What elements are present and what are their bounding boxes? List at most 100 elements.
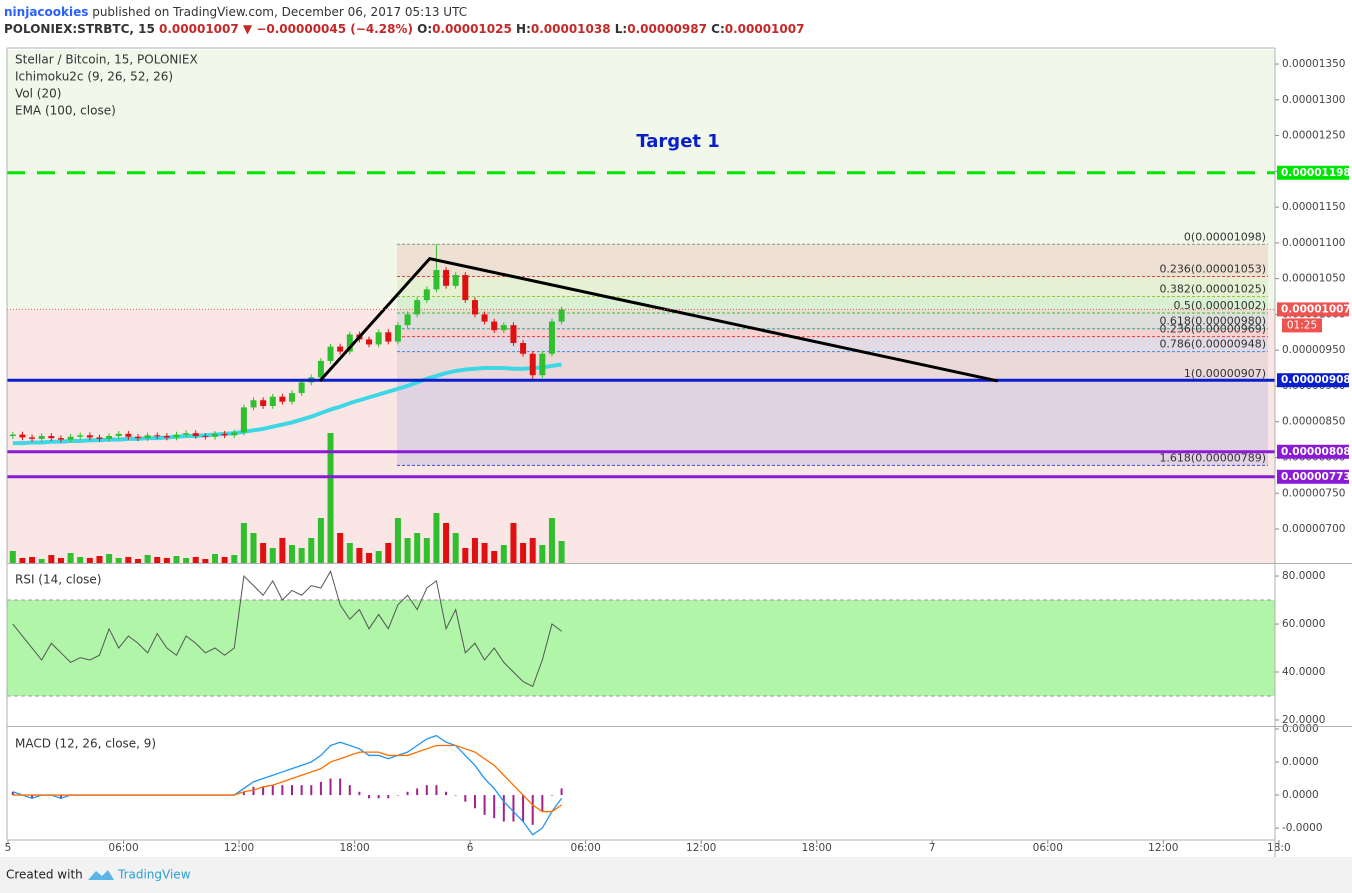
volume-bar <box>414 533 421 563</box>
volume-bar <box>548 518 555 563</box>
volume-bar <box>250 533 257 563</box>
fib-zone <box>397 312 1268 329</box>
candle-body <box>481 314 488 322</box>
published: published on TradingView.com, December 0… <box>88 5 467 19</box>
candle-body <box>29 437 36 439</box>
x-tick-label: 18:00 <box>802 842 832 854</box>
y-tick-label: 0.0000 <box>1282 789 1319 801</box>
y-tick-label: 0.00001300 <box>1282 94 1345 106</box>
signal-line <box>12 744 562 813</box>
fib-label: 0.786(0.00000948) <box>1159 338 1266 351</box>
volume-bar <box>183 558 190 563</box>
volume-bar <box>67 553 74 563</box>
y-tick-label: 0.00001100 <box>1282 237 1345 249</box>
volume-bar <box>539 545 546 563</box>
macd-hist <box>387 795 390 799</box>
last-price-tag <box>1277 302 1349 317</box>
last: 0.00001007 <box>159 22 239 36</box>
macd-hist <box>377 795 380 799</box>
volume-bar <box>29 557 36 563</box>
volume-bar <box>48 555 55 563</box>
candle-body <box>375 332 382 345</box>
quote: POLONIEX:STRBTC, 15 0.00001007 ▼ −0.0000… <box>4 22 804 36</box>
volume-bar <box>308 538 315 563</box>
candle-body <box>96 437 103 439</box>
fib-zone <box>397 328 1268 337</box>
level-tag-label: 0.00001198 <box>1281 167 1351 179</box>
fib-zone <box>397 351 1268 381</box>
candle-body <box>366 339 373 345</box>
macd-hist <box>425 785 428 796</box>
volume-bar <box>173 556 180 563</box>
change: −0.00000045 (−4.28%) <box>256 22 413 36</box>
macd-hist <box>406 791 409 796</box>
candle-body <box>86 435 93 438</box>
candle-body <box>163 436 170 438</box>
footer-brand[interactable]: TradingView <box>117 868 191 882</box>
rsi-band <box>7 600 1275 697</box>
macd-hist <box>531 795 534 825</box>
candle-body <box>491 321 498 331</box>
y-tick-label: 0.0000 <box>1282 723 1319 735</box>
countdown-tag <box>1282 318 1322 333</box>
author[interactable]: ninjacookies <box>4 5 88 19</box>
x-tick-label: 06:00 <box>571 842 601 854</box>
candle-body <box>57 438 64 440</box>
arrow: ▼ <box>243 22 253 36</box>
x-tick-label: 12:00 <box>224 842 254 854</box>
level-tag <box>1277 444 1349 459</box>
macd-hist <box>502 795 505 822</box>
volume-bar <box>337 533 344 563</box>
macd-hist <box>416 788 419 796</box>
volume-bar <box>221 557 228 563</box>
y-tick-label: 40.0000 <box>1282 666 1325 678</box>
candle-body <box>510 325 517 344</box>
candle-body <box>414 300 421 315</box>
c-label: C: <box>711 22 725 36</box>
indicator-label: Ichimoku2c (9, 26, 52, 26) <box>15 70 173 84</box>
x-tick-label: 18:00 <box>339 842 369 854</box>
x-tick-label: 06:00 <box>108 842 138 854</box>
y-tick-label: 0.00001250 <box>1282 130 1345 142</box>
volume-bar <box>510 523 517 563</box>
plot-background <box>7 50 1275 563</box>
countdown-label: 01:25 <box>1287 319 1317 331</box>
volume-bar <box>163 558 170 563</box>
candle-body <box>327 346 334 361</box>
volume-bar <box>298 548 305 563</box>
candle-body <box>298 382 305 394</box>
macd-hist <box>310 785 313 796</box>
candle-body <box>106 436 113 439</box>
candle-body <box>452 275 459 286</box>
macd-hist <box>541 795 544 812</box>
volume-bar <box>240 523 247 563</box>
y-tick-label: 0.00001350 <box>1282 58 1345 70</box>
volume-bar <box>269 548 276 563</box>
candle-body <box>19 434 26 438</box>
candle-body <box>433 270 440 290</box>
candle-body <box>211 433 218 437</box>
candle-body <box>404 314 411 326</box>
candle-body <box>443 270 450 286</box>
macd-hist <box>339 778 342 796</box>
volume-bar <box>96 556 103 563</box>
volume-bar <box>106 554 113 563</box>
candle-body <box>221 433 228 436</box>
level-tag <box>1277 469 1349 484</box>
volume-bar <box>471 538 478 563</box>
volume-bar <box>19 558 26 563</box>
candle-body <box>202 436 209 438</box>
volume-bar <box>279 538 286 563</box>
level-tag <box>1277 373 1349 388</box>
fib-label: 0.618(0.00000980) <box>1159 315 1266 328</box>
y-tick-label: 60.0000 <box>1282 618 1325 630</box>
y-tick-label: 0.00000700 <box>1282 523 1345 535</box>
volume-bar <box>144 555 151 563</box>
macd-hist <box>271 785 274 796</box>
y-tick-label: 0.00001150 <box>1282 201 1345 213</box>
fib-label: 0.236(0.00000969) <box>1159 323 1266 336</box>
volume-bar <box>346 543 353 563</box>
y-tick-label: 0.0000 <box>1282 756 1319 768</box>
candle-body <box>67 436 74 440</box>
volume-bar <box>529 538 536 563</box>
